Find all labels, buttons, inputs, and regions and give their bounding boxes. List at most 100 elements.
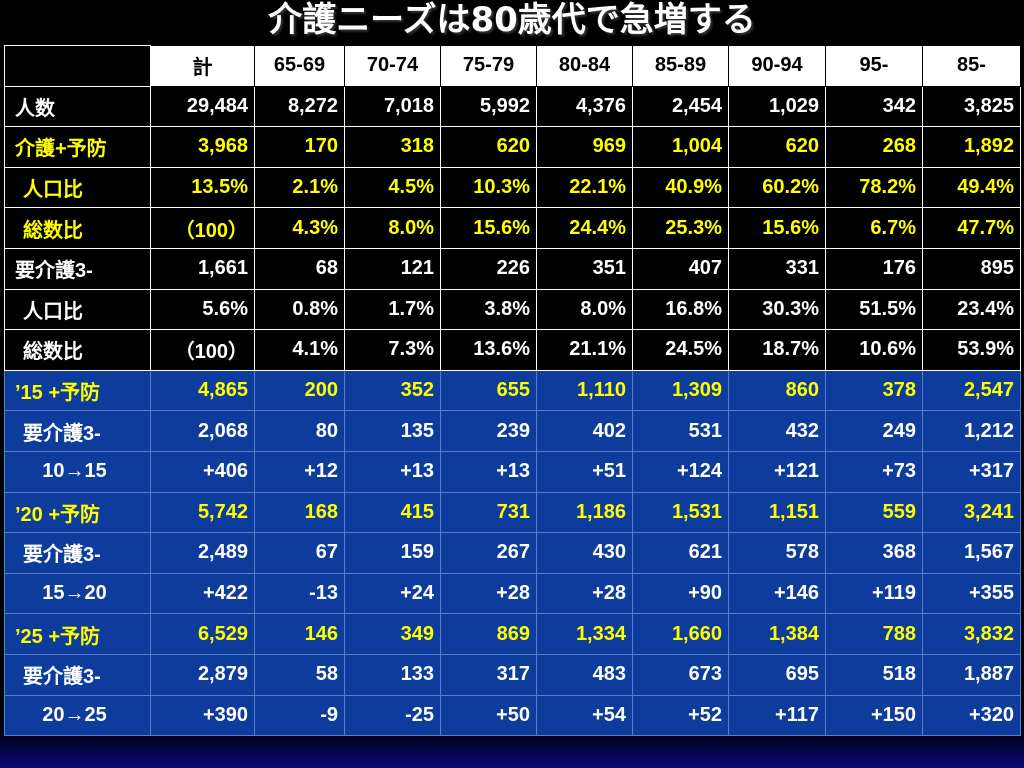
table-cell: 559 — [825, 491, 923, 534]
table-cell: 695 — [728, 653, 826, 696]
table-cell: 2,068 — [150, 410, 255, 452]
table-cell: +28 — [536, 572, 633, 615]
table-cell: 620 — [728, 126, 826, 168]
table-cell: 49.4% — [922, 166, 1021, 209]
table-cell: 80 — [254, 410, 345, 452]
table-cell: 969 — [536, 126, 633, 168]
table-cell: 1,661 — [150, 247, 255, 290]
table-row: ’15 +予防 4,865 200 352 655 1,110 1,309 86… — [4, 369, 1021, 412]
table-cell: 267 — [440, 532, 537, 574]
row-label: 人口比 — [4, 288, 151, 331]
table-cell: 1,567 — [922, 532, 1021, 574]
table-cell: 60.2% — [728, 166, 826, 209]
table-cell: 121 — [344, 247, 441, 290]
row-label: 総数比 — [4, 207, 151, 249]
table-cell: 16.8% — [632, 288, 729, 331]
table-cell: 5,742 — [150, 491, 255, 534]
table-cell: 4,376 — [536, 85, 633, 128]
table-cell: 621 — [632, 532, 729, 574]
table-cell: +317 — [922, 450, 1021, 493]
table-cell: 352 — [344, 369, 441, 412]
table-cell: 3,968 — [150, 126, 255, 168]
table-cell: 483 — [536, 653, 633, 696]
header-cell: 65-69 — [254, 45, 345, 87]
header-cell: 95- — [825, 45, 923, 87]
table-cell: 8.0% — [344, 207, 441, 249]
header-cell: 75-79 — [440, 45, 537, 87]
table-cell: 1,004 — [632, 126, 729, 168]
table-cell: 6.7% — [825, 207, 923, 249]
table-cell: 4,865 — [150, 369, 255, 412]
table-cell: 4.5% — [344, 166, 441, 209]
table-cell: 5.6% — [150, 288, 255, 331]
table-cell: 1,151 — [728, 491, 826, 534]
table-cell: +50 — [440, 694, 537, 737]
row-label: 要介護3- — [4, 653, 151, 696]
table-cell: +117 — [728, 694, 826, 737]
table-row: 要介護3- 2,068 80 135 239 402 531 432 249 1… — [4, 410, 1021, 452]
table-cell: 1,660 — [632, 613, 729, 655]
table-row: ’20 +予防 5,742 168 415 731 1,186 1,531 1,… — [4, 491, 1021, 534]
table-cell: +124 — [632, 450, 729, 493]
table-cell: +13 — [440, 450, 537, 493]
table-cell: 40.9% — [632, 166, 729, 209]
table-cell: +121 — [728, 450, 826, 493]
row-label: 要介護3- — [4, 247, 151, 290]
table-cell: +28 — [440, 572, 537, 615]
table-cell: 13.5% — [150, 166, 255, 209]
table-row: 20→25 +390 -9 -25 +50 +54 +52 +117 +150 … — [4, 694, 1021, 737]
table-cell: 351 — [536, 247, 633, 290]
table-cell: +13 — [344, 450, 441, 493]
table-cell: +422 — [150, 572, 255, 615]
table-cell: 673 — [632, 653, 729, 696]
table-cell: 1,384 — [728, 613, 826, 655]
table-cell: 402 — [536, 410, 633, 452]
table-cell: 869 — [440, 613, 537, 655]
table-cell: +146 — [728, 572, 826, 615]
table-cell: 1,892 — [922, 126, 1021, 168]
table-cell: 368 — [825, 532, 923, 574]
data-table: 計 65-69 70-74 75-79 80-84 85-89 90-94 95… — [4, 45, 1021, 737]
table-cell: 249 — [825, 410, 923, 452]
table-cell: 2,879 — [150, 653, 255, 696]
table-cell: 15.6% — [440, 207, 537, 249]
row-label: 介護+予防 — [4, 126, 151, 168]
table-cell: -25 — [344, 694, 441, 737]
table-cell: 3,825 — [922, 85, 1021, 128]
table-cell: 133 — [344, 653, 441, 696]
table-row: 人口比 5.6% 0.8% 1.7% 3.8% 8.0% 16.8% 30.3%… — [4, 288, 1021, 331]
table-cell: +12 — [254, 450, 345, 493]
table-cell: 78.2% — [825, 166, 923, 209]
table-cell: 22.1% — [536, 166, 633, 209]
table-cell: 25.3% — [632, 207, 729, 249]
table-row: 15→20 +422 -13 +24 +28 +28 +90 +146 +119… — [4, 572, 1021, 615]
table-cell: 0.8% — [254, 288, 345, 331]
table-cell: 655 — [440, 369, 537, 412]
table-cell: +119 — [825, 572, 923, 615]
table-cell: +150 — [825, 694, 923, 737]
table-cell: 58 — [254, 653, 345, 696]
row-label: 要介護3- — [4, 410, 151, 452]
table-cell: 1,334 — [536, 613, 633, 655]
table-cell: 5,992 — [440, 85, 537, 128]
table-cell: 168 — [254, 491, 345, 534]
table-row: 要介護3- 1,661 68 121 226 351 407 331 176 8… — [4, 247, 1021, 290]
table-cell: 226 — [440, 247, 537, 290]
table-cell: -13 — [254, 572, 345, 615]
row-label: 15→20 — [4, 572, 151, 615]
table-cell: 13.6% — [440, 329, 537, 371]
table-cell: +73 — [825, 450, 923, 493]
table-cell: 10.6% — [825, 329, 923, 371]
table-cell: 68 — [254, 247, 345, 290]
table-cell: 2,489 — [150, 532, 255, 574]
header-row: 計 65-69 70-74 75-79 80-84 85-89 90-94 95… — [4, 45, 1021, 87]
table-cell: 51.5% — [825, 288, 923, 331]
table-cell: 6,529 — [150, 613, 255, 655]
table-cell: 1,029 — [728, 85, 826, 128]
table-cell: +54 — [536, 694, 633, 737]
table-cell: 47.7% — [922, 207, 1021, 249]
table-cell: 578 — [728, 532, 826, 574]
table-row: 総数比 （100） 4.3% 8.0% 15.6% 24.4% 25.3% 15… — [4, 207, 1021, 249]
table-cell: 2,454 — [632, 85, 729, 128]
table-cell: 3,241 — [922, 491, 1021, 534]
